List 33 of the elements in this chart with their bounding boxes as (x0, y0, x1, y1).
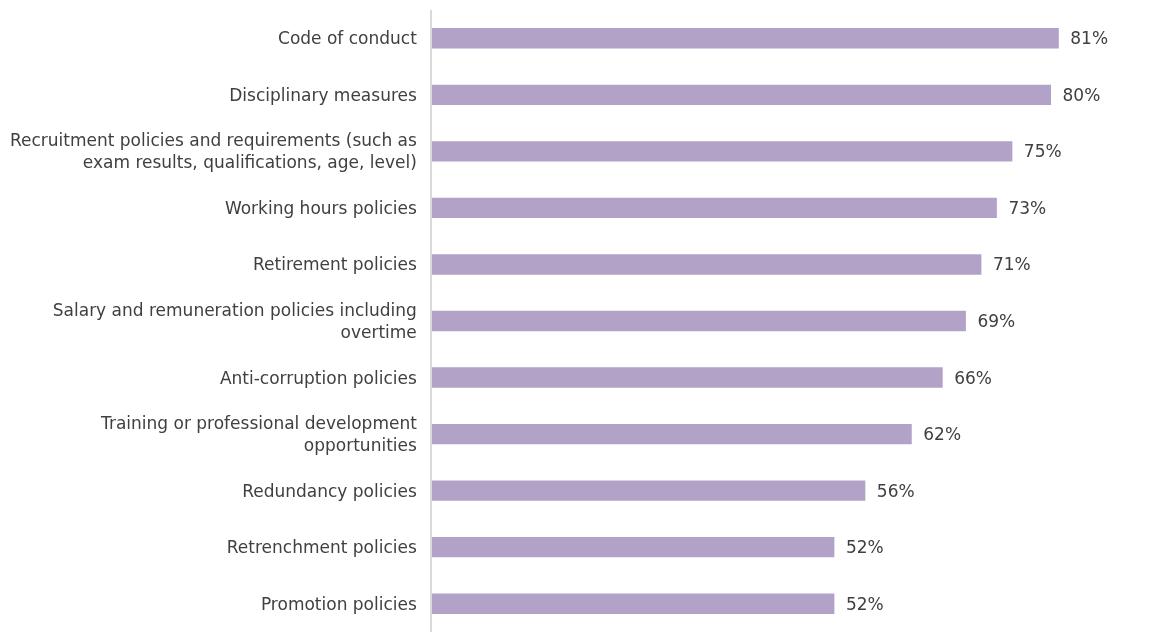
bar (432, 593, 835, 614)
data-label: 62% (914, 424, 962, 445)
data-label: 56% (868, 480, 915, 501)
y-tick-label: Redundancy policies (242, 480, 417, 501)
y-tick-label: Retrenchment policies (226, 537, 417, 558)
data-label: 52% (837, 593, 884, 614)
data-label: 75% (1015, 141, 1062, 162)
bar (432, 367, 943, 388)
data-label: 73% (999, 197, 1047, 218)
y-tick-label: Retirement policies (252, 254, 417, 275)
y-tick-label: Training or professional development opportunities (100, 412, 418, 456)
data-label: 52% (837, 537, 884, 558)
bar (432, 197, 997, 219)
y-tick-label: Anti-corruption policies (219, 367, 417, 388)
data-label: 71% (984, 254, 1031, 275)
y-tick-label: Salary and remuneration policies including overtime (52, 299, 417, 342)
bar (432, 423, 912, 445)
y-tick-label: Working hours policies (224, 197, 417, 218)
data-label: 66% (945, 367, 993, 388)
bar (432, 537, 835, 558)
bar (432, 84, 1052, 105)
y-tick-label: Code of conduct (278, 28, 418, 49)
bar (432, 28, 1059, 49)
data-label: 81% (1061, 28, 1109, 49)
data-label: 80% (1054, 84, 1101, 105)
bar (432, 141, 1013, 162)
y-tick-label: Promotion policies (260, 593, 417, 614)
y-tick-label: Disciplinary measures (229, 84, 417, 105)
bar (432, 480, 866, 501)
data-label: 69% (968, 311, 1016, 331)
y-tick-label: Recruitment policies and requirements (such as exam results, qualifications, age, level) (9, 130, 417, 173)
bar (432, 310, 966, 332)
bar (432, 254, 982, 275)
